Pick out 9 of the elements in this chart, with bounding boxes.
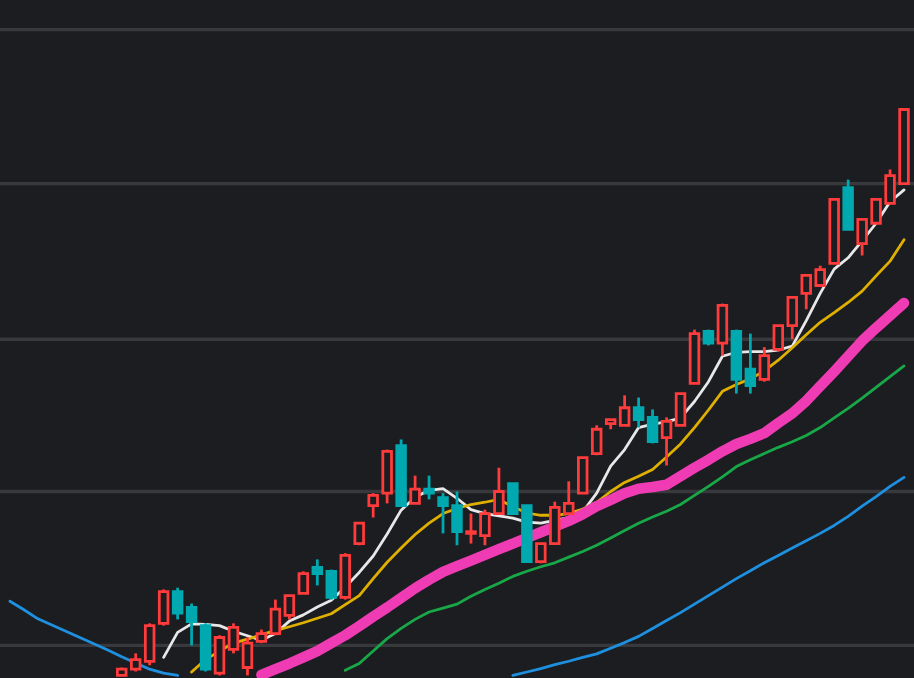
candlestick bbox=[409, 474, 421, 505]
candlestick bbox=[199, 621, 212, 673]
candlestick bbox=[590, 423, 603, 457]
candlestick bbox=[716, 302, 729, 358]
candlestick bbox=[577, 456, 589, 495]
candlestick bbox=[339, 551, 351, 601]
candlestick bbox=[423, 474, 435, 501]
candlestick bbox=[842, 178, 854, 231]
candlestick bbox=[758, 345, 771, 384]
